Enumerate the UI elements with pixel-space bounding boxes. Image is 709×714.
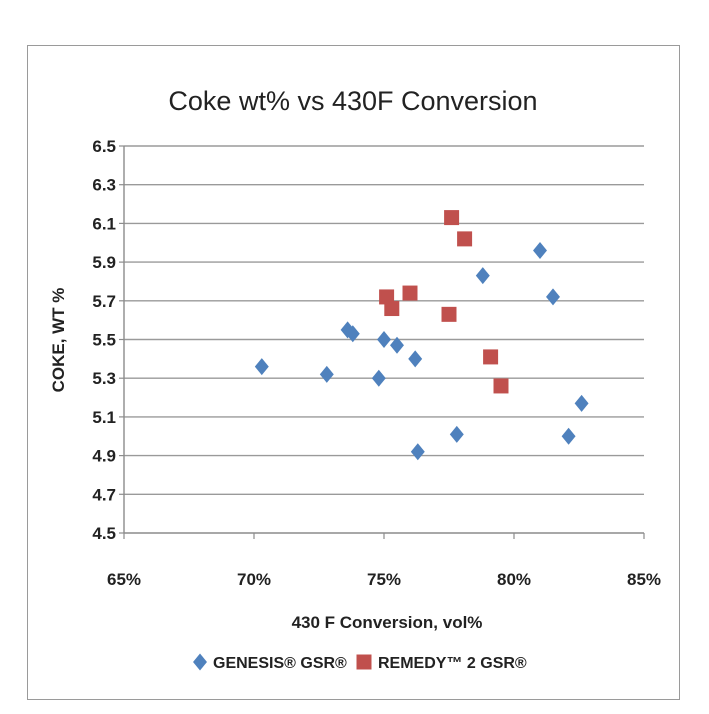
remedy-point-3	[441, 306, 457, 322]
y-tick-4: 5.3	[92, 369, 116, 388]
genesis-point-3	[345, 325, 360, 343]
x-tick-3: 80%	[497, 570, 531, 589]
x-tick-2: 75%	[367, 570, 401, 589]
genesis-point-1	[319, 365, 334, 383]
y-tick-7: 5.9	[92, 253, 116, 272]
genesis-point-4	[371, 369, 386, 387]
y-tick-9: 6.3	[92, 176, 116, 195]
x-axis-label: 430 F Conversion, vol%	[292, 613, 483, 632]
legend: GENESIS® GSR® REMEDY™ 2 GSR®	[193, 653, 527, 672]
y-tick-labels: 4.5 4.7 4.9 5.1 5.3 5.5 5.7 5.9 6.1 6.3 6.5	[92, 137, 116, 543]
remedy-point-6	[483, 349, 499, 365]
y-tick-1: 4.7	[92, 485, 116, 504]
x-tick-0: 65%	[107, 570, 141, 589]
legend-marker-0	[193, 653, 207, 671]
remedy-point-2	[402, 285, 418, 301]
y-tick-8: 6.1	[92, 214, 116, 233]
legend-label-0: GENESIS® GSR®	[213, 655, 347, 672]
y-tick-10: 6.5	[92, 137, 116, 156]
genesis-point-7	[408, 350, 423, 368]
legend-label-1: REMEDY™ 2 GSR®	[378, 655, 527, 672]
genesis-point-9	[449, 425, 464, 443]
remedy-point-5	[457, 231, 473, 247]
x-tick-1: 70%	[237, 570, 271, 589]
genesis-point-13	[561, 427, 576, 445]
genesis-point-11	[533, 241, 547, 259]
legend-marker-1	[356, 654, 372, 670]
x-tick-4: 85%	[627, 570, 661, 589]
y-tick-6: 5.7	[92, 292, 116, 311]
remedy-point-4	[444, 210, 460, 226]
genesis-point-14	[574, 394, 589, 412]
y-tick-5: 5.5	[92, 331, 116, 350]
genesis-point-12	[546, 288, 560, 306]
data-points	[254, 210, 589, 461]
remedy-point-1	[384, 301, 400, 317]
y-tick-3: 5.1	[92, 408, 116, 427]
genesis-point-6	[390, 336, 404, 354]
genesis-point-8	[410, 443, 425, 461]
remedy-point-0	[379, 289, 395, 305]
genesis-point-0	[254, 358, 269, 376]
y-axis-label: COKE, WT %	[49, 288, 68, 393]
chart-title: Coke wt% vs 430F Conversion	[168, 86, 537, 116]
y-tick-0: 4.5	[92, 524, 116, 543]
chart-frame	[27, 45, 680, 700]
remedy-point-7	[493, 378, 509, 394]
genesis-point-5	[377, 331, 391, 348]
x-tick-labels: 65% 70% 75% 80% 85%	[107, 570, 661, 589]
y-tick-2: 4.9	[92, 447, 116, 466]
genesis-point-2	[340, 321, 355, 339]
genesis-point-10	[475, 267, 490, 285]
